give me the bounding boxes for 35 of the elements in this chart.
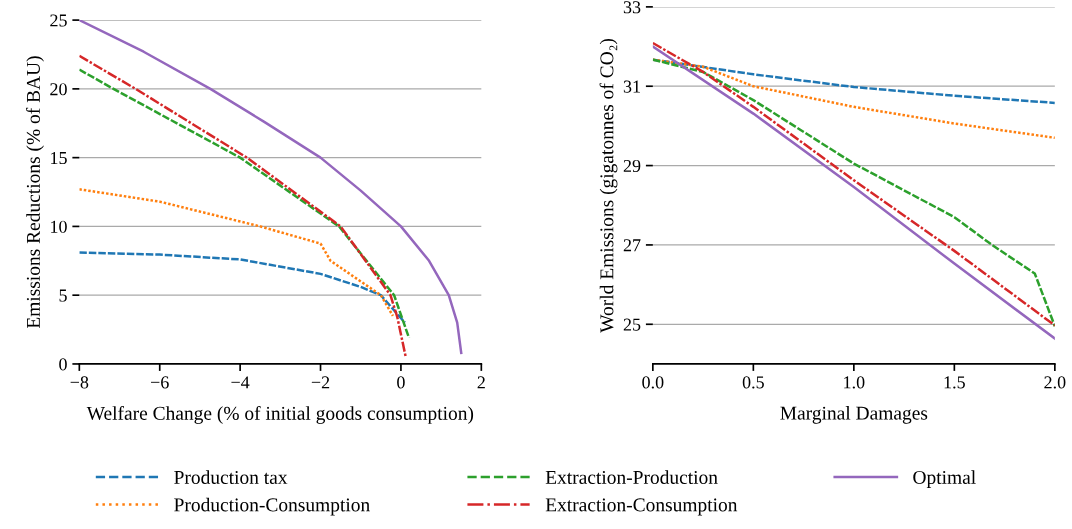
line-series	[652, 58, 1055, 140]
legend-label: Production-Consumption	[174, 497, 370, 516]
x-tick-label: 0.5	[742, 376, 764, 389]
x-tick-label: −8	[70, 376, 89, 389]
y-tick-label: 5	[59, 289, 67, 302]
legend-label: Extraction-Production	[545, 470, 718, 484]
line-series	[79, 251, 407, 324]
legend-label: Production tax	[174, 470, 288, 484]
y-tick-label: 29	[623, 159, 641, 173]
y-axis-title: Emissions Reductions (% of BAU)	[26, 56, 44, 329]
y-tick-label: 27	[623, 239, 641, 252]
x-tick-label: 1.0	[844, 376, 865, 389]
x-tick-label: −6	[151, 376, 169, 389]
x-tick-label: 0	[397, 376, 405, 389]
y-tick-label: 33	[623, 1, 641, 14]
y-tick-label: 25	[623, 318, 641, 331]
y-tick-label: 0	[59, 358, 67, 371]
y-tick-label: 25	[50, 14, 67, 27]
x-tick-label: 0.0	[642, 376, 664, 389]
x-axis-title: Marginal Damages	[780, 406, 928, 424]
y-tick-label: 15	[51, 151, 67, 165]
y-tick-label: 31	[623, 80, 640, 93]
legend-label: Optimal	[913, 470, 976, 488]
line-series	[79, 20, 463, 355]
x-tick-label: −4	[231, 376, 250, 389]
y-axis-title: World Emissions (gigatonnes of CO₂)	[599, 38, 618, 333]
x-axis-title: Welfare Change (% of initial goods consumption)	[86, 406, 474, 424]
x-tick-label: −2	[311, 376, 330, 389]
x-tick-label: 1.5	[944, 376, 965, 389]
x-tick-label: 2	[477, 376, 485, 389]
y-tick-label: 20	[50, 83, 67, 96]
y-tick-label: 10	[51, 220, 67, 233]
legend-label: Extraction-Consumption	[545, 498, 738, 516]
line-series	[79, 188, 395, 318]
x-tick-label: 2.0	[1044, 376, 1066, 389]
